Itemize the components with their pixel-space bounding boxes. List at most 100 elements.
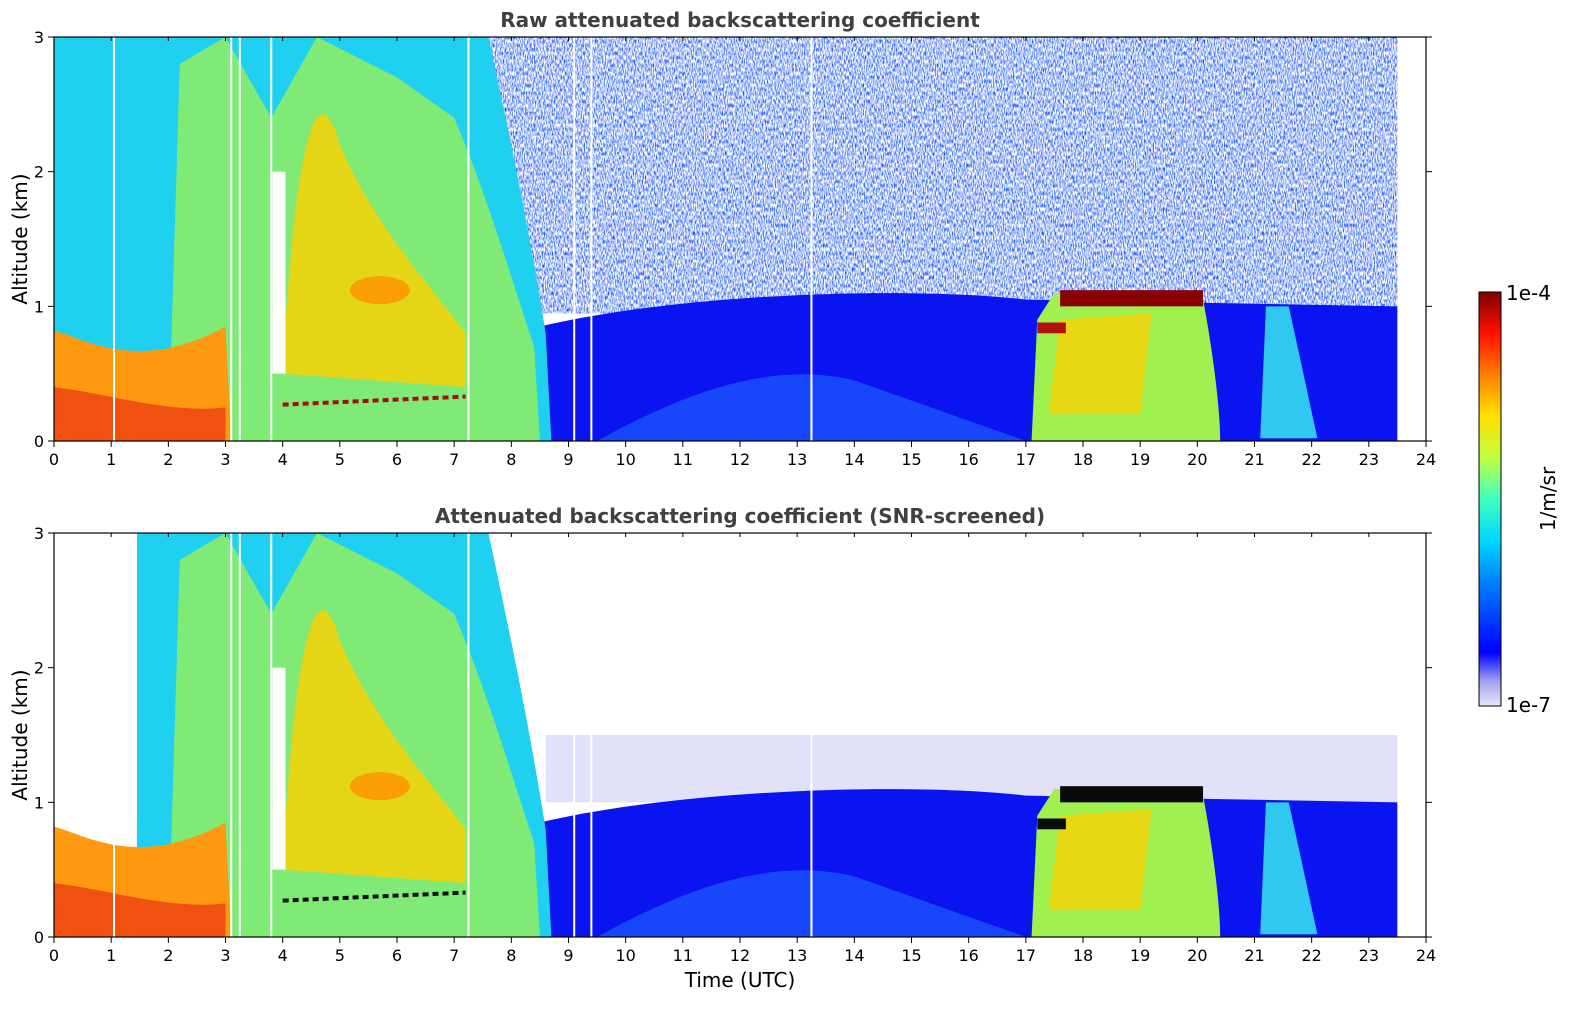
x-tick-label: 15 [901,450,921,469]
x-tick-label: 10 [615,946,635,965]
x-tick-label: 22 [1301,946,1321,965]
afternoon-layer-core [1048,809,1152,911]
x-tick-label: 1 [106,450,116,469]
y-tick-label: 0 [34,928,44,947]
colorbar-max-label: 1e-4 [1506,281,1551,305]
bottom-panel-y-axis-label: Altitude (km) [8,669,32,800]
screened-blank-upper [545,533,1398,735]
x-tick-label: 19 [1130,450,1150,469]
top-panel-title: Raw attenuated backscattering coefficien… [500,8,980,32]
x-tick-label: 19 [1130,946,1150,965]
x-tick-label: 3 [220,946,230,965]
x-tick-label: 24 [1416,946,1436,965]
y-tick-label: 1 [34,297,44,316]
y-tick-label: 2 [34,163,44,182]
x-tick-label: 1 [106,946,116,965]
clear-gap [272,171,286,374]
x-tick-label: 0 [49,450,59,469]
top-panel-x-ticks: 0 1 2 3 4 5 6 7 8 9 10 11 12 13 14 15 16 17 18 19 20 21 22 23 24 [49,37,1436,469]
x-tick-label: 16 [958,450,978,469]
y-tick-label: 0 [34,432,44,451]
top-panel-y-ticks: 0 1 2 3 [34,28,1432,451]
x-tick-label: 0 [49,946,59,965]
bottom-panel-title: Attenuated backscattering coefficient (S… [435,504,1045,528]
cloud-top [1060,786,1204,803]
x-tick-label: 10 [615,450,635,469]
clear-gap [272,667,286,870]
surface-aerosol-core [54,387,226,441]
residual-layer-line [282,394,466,407]
x-tick-label: 4 [278,450,288,469]
x-tick-label: 15 [901,946,921,965]
morning-cloud-yellow [282,610,466,884]
no-data-region [1397,37,1426,441]
x-tick-label: 22 [1301,450,1321,469]
x-tick-label: 23 [1359,450,1379,469]
x-tick-label: 7 [449,946,459,965]
x-tick-label: 20 [1187,450,1207,469]
x-tick-label: 18 [1073,450,1093,469]
x-tick-label: 6 [392,450,402,469]
colorbar-unit-label: 1/m/sr [1536,466,1560,531]
x-tick-label: 21 [1244,450,1264,469]
x-tick-label: 7 [449,450,459,469]
top-panel-y-axis-label: Altitude (km) [8,173,32,304]
x-tick-label: 11 [673,450,693,469]
x-tick-label: 12 [730,946,750,965]
x-tick-label: 14 [844,946,864,965]
x-tick-label: 4 [278,946,288,965]
morning-cloud-yellow [282,114,466,388]
x-tick-label: 24 [1416,450,1436,469]
x-tick-label: 16 [958,946,978,965]
top-panel-plot [54,37,1426,441]
x-tick-label: 18 [1073,946,1093,965]
y-tick-label: 2 [34,659,44,678]
x-tick-label: 2 [163,450,173,469]
x-tick-label: 11 [673,946,693,965]
colorbar-min-label: 1e-7 [1506,693,1551,717]
x-tick-label: 21 [1244,946,1264,965]
x-tick-label: 17 [1016,946,1036,965]
x-axis-label: Time (UTC) [684,968,796,992]
x-tick-label: 2 [163,946,173,965]
x-tick-label: 3 [220,450,230,469]
bottom-panel-backscatter-field [54,533,1426,937]
no-data-region [1397,533,1426,937]
cloud-core-orange [349,276,410,305]
cloud-top [1060,290,1204,307]
x-tick-label: 20 [1187,946,1207,965]
bottom-panel-y-ticks: 0 1 2 3 [34,524,1432,947]
cloud-core-orange [349,772,410,801]
x-tick-label: 5 [335,946,345,965]
x-tick-label: 8 [506,450,516,469]
colorbar: 1e-4 1e-7 1/m/sr [1478,281,1560,717]
x-tick-label: 9 [563,946,573,965]
x-tick-label: 8 [506,946,516,965]
top-panel-backscatter-field [54,37,1426,441]
surface-aerosol-core [54,883,226,937]
y-tick-label: 3 [34,524,44,543]
x-tick-label: 6 [392,946,402,965]
x-tick-label: 23 [1359,946,1379,965]
afternoon-layer-core [1048,313,1152,415]
evening-plume [1260,306,1318,439]
x-tick-label: 13 [787,450,807,469]
y-tick-label: 3 [34,28,44,47]
x-tick-label: 14 [844,450,864,469]
x-tick-label: 9 [563,450,573,469]
x-tick-label: 5 [335,450,345,469]
cloud-top-lower [1037,322,1066,334]
x-tick-label: 17 [1016,450,1036,469]
screened-noise-band [545,735,1398,803]
evening-plume [1260,802,1318,935]
screened-blank-early [54,533,137,823]
residual-layer-line [282,890,466,903]
bottom-panel-plot [54,533,1426,937]
colorbar-gradient [1478,291,1502,707]
cloud-top-lower [1037,818,1066,830]
x-tick-label: 12 [730,450,750,469]
y-tick-label: 1 [34,793,44,812]
bottom-panel-x-ticks: 0 1 2 3 4 5 6 7 8 9 10 11 12 13 14 15 16 17 18 19 20 21 22 23 24 [49,533,1436,965]
x-tick-label: 13 [787,946,807,965]
